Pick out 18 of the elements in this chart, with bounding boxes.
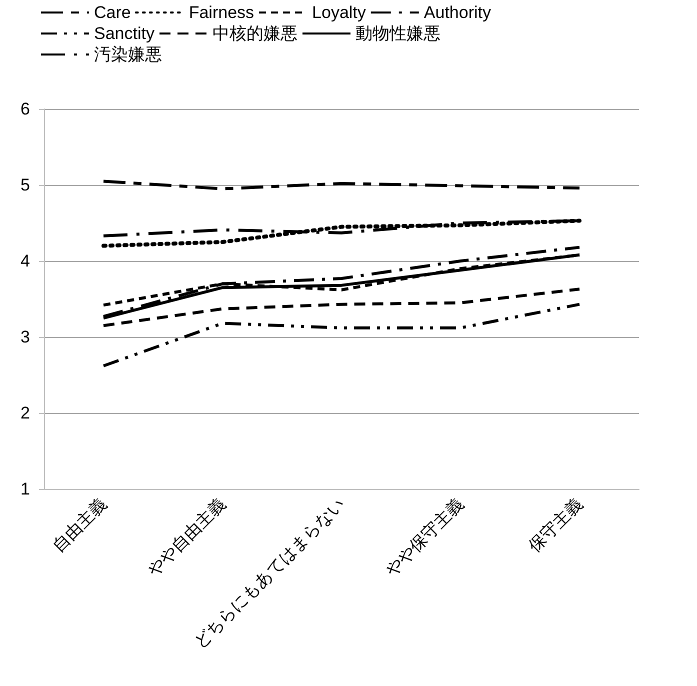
x-tick-label: 自由主義 [48, 494, 110, 556]
legend-label: 汚染嫌悪 [94, 45, 162, 64]
legend-label: 中核的嫌悪 [212, 24, 298, 43]
legend-label: Loyalty [312, 3, 366, 22]
legend-label: Care [94, 3, 131, 22]
legend-label: Sanctity [94, 24, 155, 43]
y-tick-label: 5 [20, 176, 30, 194]
y-tick-label: 1 [20, 480, 30, 498]
legend-label: 動物性嫌悪 [355, 24, 440, 43]
legend-label: Authority [424, 3, 492, 22]
y-tick-label: 3 [20, 328, 30, 346]
y-tick-label: 6 [20, 100, 30, 118]
y-tick-label: 4 [20, 252, 30, 270]
x-tick-label: 保守主義 [524, 494, 586, 556]
legend-label: Fairness [188, 3, 254, 22]
x-tick-label: やや自由主義 [144, 494, 230, 580]
x-tick-label: やや保守主義 [382, 494, 468, 580]
y-tick-label: 2 [20, 404, 30, 422]
